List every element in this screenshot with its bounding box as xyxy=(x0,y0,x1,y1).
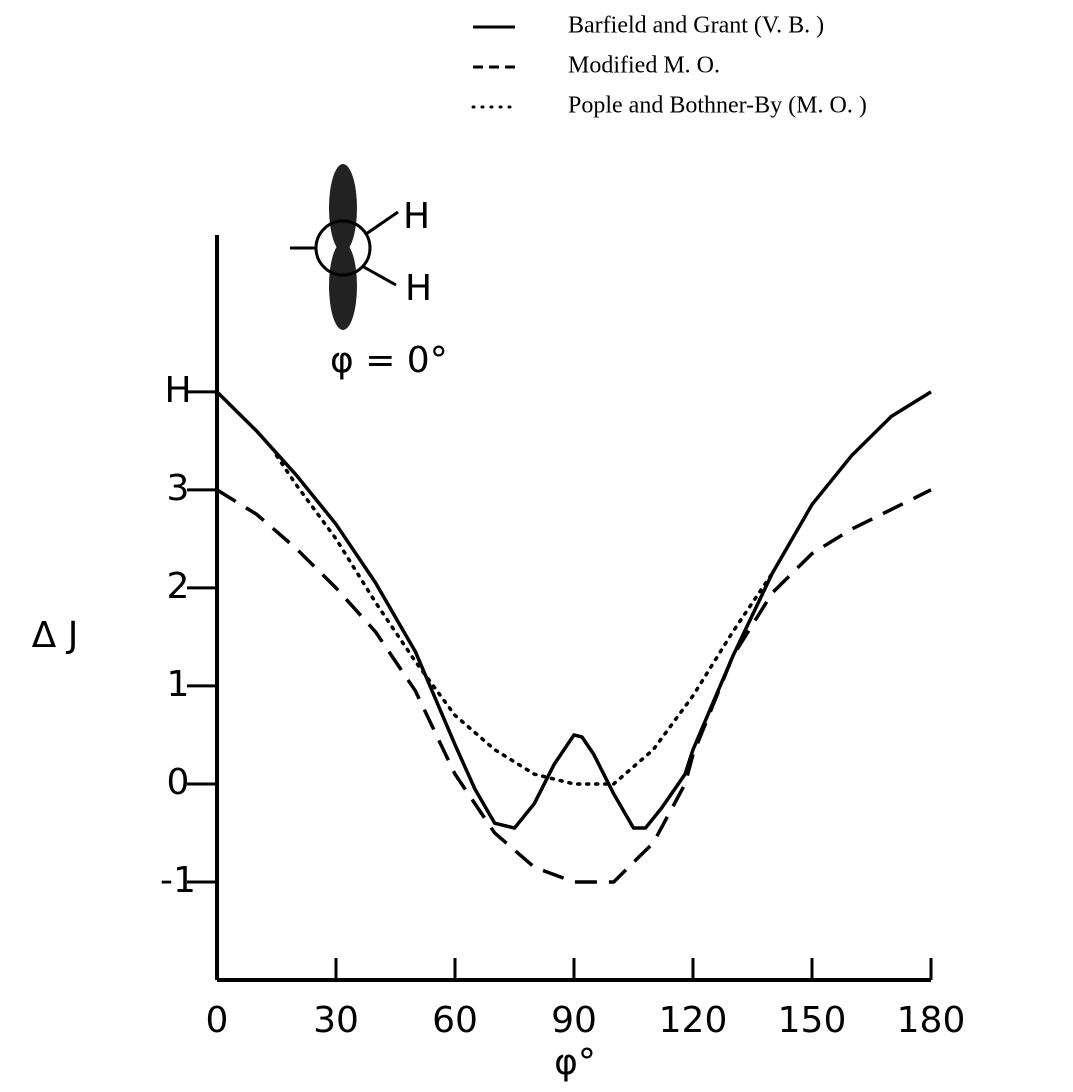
x-tick-label: 0 xyxy=(206,1000,229,1041)
y-tick-label: 2 xyxy=(167,566,190,607)
y-tick-label: 3 xyxy=(167,468,190,509)
y-tick-label: H xyxy=(164,370,191,411)
annotation: φ = 0° xyxy=(330,340,448,381)
bond xyxy=(361,264,397,287)
bond xyxy=(365,210,399,236)
orbital-lobe xyxy=(329,164,357,252)
x-tick-label: 30 xyxy=(313,1000,359,1041)
x-tick-label: 120 xyxy=(659,1000,728,1041)
series-line xyxy=(274,453,775,786)
x-tick-label: 90 xyxy=(551,1000,597,1041)
legend-label: Pople and Bothner-By (M. O. ) xyxy=(568,93,867,119)
y-tick-label: 1 xyxy=(167,664,190,705)
y-tick-label: 0 xyxy=(167,762,190,803)
y-tick-label: -1 xyxy=(160,860,196,901)
annotation: H xyxy=(405,268,432,309)
y-axis-label: Δ J xyxy=(32,615,79,656)
series-line xyxy=(215,390,932,830)
legend-label: Barfield and Grant (V. B. ) xyxy=(568,13,824,39)
orbital-lobe xyxy=(329,242,357,330)
x-axis-label: φ° xyxy=(554,1042,596,1083)
annotation: H xyxy=(403,196,430,237)
inset-figure xyxy=(290,164,399,330)
legend-label: Modified M. O. xyxy=(568,53,720,79)
x-tick-label: 60 xyxy=(432,1000,478,1041)
series-line xyxy=(216,488,932,884)
x-tick-label: 180 xyxy=(897,1000,966,1041)
x-tick-label: 150 xyxy=(778,1000,847,1041)
